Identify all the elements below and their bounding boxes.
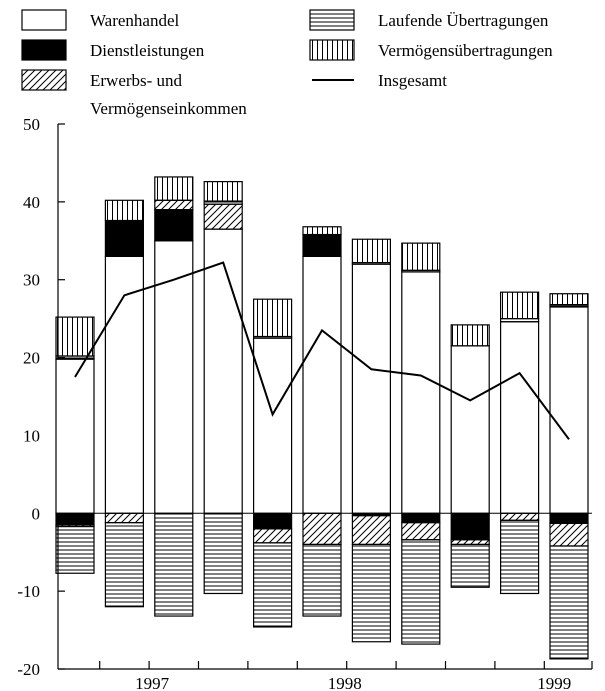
bar-segment-erwerbs-negative xyxy=(253,528,293,544)
legend-item-laufende: Laufende Übertragungen xyxy=(309,9,549,31)
legend-item-dienstleistungen: Dienstleistungen xyxy=(21,39,205,61)
bar-segment-erwerbs xyxy=(203,203,243,230)
bar-segment-dienstleistungen-negative xyxy=(549,512,589,525)
bar-group xyxy=(154,176,194,617)
legend-swatch-warenhandel xyxy=(21,9,67,31)
y-tick-label: 40 xyxy=(23,193,40,212)
bar-segment-laufende-negative xyxy=(253,542,293,628)
y-tick-label: 10 xyxy=(23,426,40,445)
bar-segment-vermoegens xyxy=(450,324,490,347)
legend-label-erwerbs-line1: Erwerbs- und xyxy=(90,71,183,90)
bar-segment-erwerbs-negative xyxy=(401,522,441,541)
bar-segment-vermoegens xyxy=(500,291,540,320)
bar-segment-dienstleistungen-negative xyxy=(401,512,441,524)
bar-segment-dienstleistungen-negative xyxy=(450,512,490,541)
bar-segment-vermoegens xyxy=(104,199,145,222)
bar-segment-laufende-negative xyxy=(203,512,243,595)
bar-segment-warenhandel xyxy=(500,321,540,514)
bar-segment-warenhandel xyxy=(154,240,194,514)
bar-segment-vermoegens xyxy=(351,238,391,264)
bar-segment-vermoegens xyxy=(203,181,243,202)
bar-segment-erwerbs-negative xyxy=(302,512,342,546)
legend-label-dienstleistungen: Dienstleistungen xyxy=(90,41,205,60)
bar-segment-laufende-negative xyxy=(401,539,441,645)
bar-group xyxy=(450,324,490,588)
legend-label-erwerbs-line2: Vermögenseinkommen xyxy=(90,99,247,118)
legend-item-insgesamt: Insgesamt xyxy=(312,71,447,90)
bar-segment-erwerbs-negative xyxy=(450,539,490,546)
bar-segment-laufende-negative xyxy=(104,522,145,608)
legend-label-laufende: Laufende Übertragungen xyxy=(378,11,549,30)
bar-segment-erwerbs xyxy=(154,199,194,211)
bar-segment-laufende-negative xyxy=(351,543,391,643)
bar-segment-laufende-negative xyxy=(154,512,194,617)
bar-segment-erwerbs-negative xyxy=(500,512,540,521)
legend-label-warenhandel: Warenhandel xyxy=(90,11,180,30)
bar-segment-laufende-negative xyxy=(302,543,342,617)
bar-segment-vermoegens xyxy=(401,242,441,271)
bar-segment-dienstleistungen xyxy=(154,209,194,242)
x-year-label: 1997 xyxy=(135,674,170,691)
legend-swatch-dienstleistungen xyxy=(21,39,67,61)
legend-swatch-laufende xyxy=(309,9,355,31)
y-tick-label: 50 xyxy=(23,115,40,134)
legend-item-warenhandel: Warenhandel xyxy=(21,9,180,31)
bar-segment-laufende-negative xyxy=(500,519,540,595)
bar-segment-laufende-negative xyxy=(55,525,95,574)
bar-segment-warenhandel xyxy=(401,271,441,514)
bar-segment-laufende-negative xyxy=(549,545,589,660)
bar-segment-dienstleistungen xyxy=(302,233,342,257)
x-year-label: 1999 xyxy=(537,674,571,691)
bar-segment-erwerbs-negative xyxy=(104,512,145,524)
bar-segment-vermoegens xyxy=(302,226,342,236)
legend-item-vermoegens: Vermögensübertragungen xyxy=(309,39,553,61)
legend-item-erwerbs: Erwerbs- und Vermögenseinkommen xyxy=(21,69,247,118)
bar-segment-vermoegens xyxy=(154,176,194,201)
legend-label-vermoegens: Vermögensübertragungen xyxy=(378,41,553,60)
bar-segment-dienstleistungen-negative xyxy=(55,512,95,526)
y-tick-label: 0 xyxy=(32,504,41,523)
bar-group xyxy=(302,226,342,617)
bar-segment-erwerbs-negative xyxy=(351,515,391,546)
bar-group xyxy=(401,242,441,645)
bar-group xyxy=(55,316,95,574)
legend-swatch-erwerbs xyxy=(21,69,67,91)
plot-area: -20 -10 0 10 20 30 40 50 1997 1998 1999 xyxy=(17,115,593,691)
bar-segment-erwerbs-negative xyxy=(549,522,589,547)
bar-segment-vermoegens xyxy=(253,298,293,338)
bar-group xyxy=(253,298,293,628)
bar-segment-warenhandel xyxy=(302,255,342,514)
bar-segment-warenhandel xyxy=(549,306,589,514)
bar-group xyxy=(104,199,145,608)
bar-segment-dienstleistungen xyxy=(104,219,145,257)
bar-segment-warenhandel xyxy=(253,337,293,514)
legend: Warenhandel Dienstleistungen Erwerbs- un… xyxy=(21,9,553,118)
bar-segment-dienstleistungen-negative xyxy=(253,512,293,530)
legend-swatch-vermoegens xyxy=(309,39,355,61)
y-tick-label: 30 xyxy=(23,271,40,290)
bar-segment-warenhandel xyxy=(450,345,490,514)
bar-segment-laufende-negative xyxy=(450,543,490,588)
bar-segment-warenhandel xyxy=(351,263,391,514)
y-tick-label: 20 xyxy=(23,349,40,368)
bar-group xyxy=(549,293,589,660)
bar-group xyxy=(203,181,243,595)
bar-group xyxy=(500,291,540,595)
bar-group xyxy=(351,238,391,643)
bar-segment-vermoegens xyxy=(55,316,95,357)
legend-label-insgesamt: Insgesamt xyxy=(378,71,447,90)
x-year-label: 1998 xyxy=(328,674,362,691)
bar-segment-vermoegens xyxy=(549,293,589,306)
y-tick-label: -20 xyxy=(17,660,40,679)
bar-segment-warenhandel xyxy=(55,358,95,514)
bar-segment-warenhandel xyxy=(203,228,243,514)
y-tick-label: -10 xyxy=(17,582,40,601)
